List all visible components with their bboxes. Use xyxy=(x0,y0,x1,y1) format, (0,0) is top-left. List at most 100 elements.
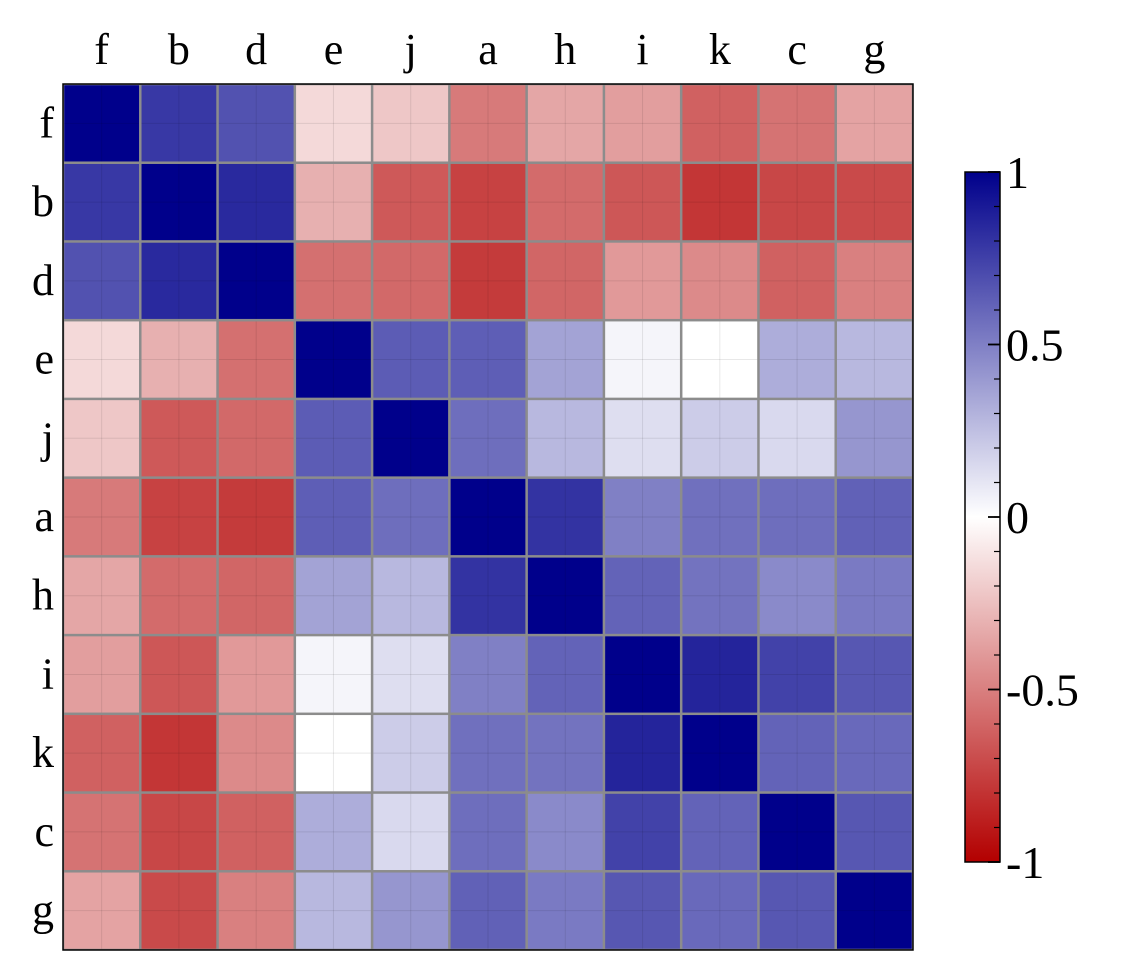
heatmap-cell-j-k xyxy=(682,400,758,477)
heatmap-cell-c-c xyxy=(759,793,835,871)
heatmap-cell-e-j xyxy=(373,321,449,398)
column-label-d: d xyxy=(245,25,267,74)
heatmap-cell-e-k xyxy=(682,321,758,398)
heatmap-cell-b-e xyxy=(296,163,371,241)
heatmap-cell-i-e xyxy=(296,636,371,713)
heatmap-cell-a-b xyxy=(141,478,217,556)
heatmap-cell-i-k xyxy=(682,636,758,713)
heatmap-cell-k-h xyxy=(527,715,603,792)
row-label-i: i xyxy=(42,649,54,698)
heatmap-cell-i-a xyxy=(450,636,526,713)
heatmap-cell-f-a xyxy=(450,85,526,162)
row-label-k: k xyxy=(32,728,54,777)
heatmap-cell-d-h xyxy=(527,242,603,319)
heatmap-cell-g-f xyxy=(64,872,140,949)
colorbar-tick-label: 0 xyxy=(1006,492,1029,543)
column-label-c: c xyxy=(787,25,807,74)
heatmap-cell-g-g xyxy=(836,872,912,949)
heatmap-cell-a-i xyxy=(605,478,680,556)
column-label-h: h xyxy=(554,25,576,74)
colorbar: 1 0.5 0 -0.5 -1 xyxy=(964,147,1079,888)
heatmap-cell-f-g xyxy=(836,85,912,162)
heatmap-cell-e-f xyxy=(64,321,140,398)
heatmap-cell-h-h xyxy=(527,557,603,634)
row-label-a: a xyxy=(34,492,54,541)
heatmap-cell-k-j xyxy=(373,715,449,792)
column-label-i: i xyxy=(636,25,648,74)
heatmap-cell-g-k xyxy=(682,872,758,949)
heatmap-cell-g-j xyxy=(373,872,449,949)
heatmap-cell-h-i xyxy=(605,557,680,634)
heatmap-cell-j-i xyxy=(605,400,680,477)
heatmap-cell-c-g xyxy=(836,793,912,871)
heatmap-cell-k-e xyxy=(296,715,371,792)
colorbar-tick-label: -1 xyxy=(1006,837,1044,888)
colorbar-tick-label: -0.5 xyxy=(1006,665,1079,716)
heatmap-cell-h-j xyxy=(373,557,449,634)
heatmap-cell-h-f xyxy=(64,557,140,634)
heatmap-cell-a-a xyxy=(450,478,526,556)
row-label-c: c xyxy=(34,807,54,856)
column-label-j: j xyxy=(403,25,417,74)
heatmap-cell-b-a xyxy=(450,163,526,241)
heatmap-cell-i-h xyxy=(527,636,603,713)
heatmap-cell-k-a xyxy=(450,715,526,792)
heatmap-cell-b-c xyxy=(759,163,835,241)
heatmap-cell-k-g xyxy=(836,715,912,792)
heatmap-cell-g-h xyxy=(527,872,603,949)
heatmap-matrix xyxy=(62,83,914,951)
heatmap-cell-f-j xyxy=(373,85,449,162)
heatmap-cell-k-b xyxy=(141,715,217,792)
heatmap-cell-c-b xyxy=(141,793,217,871)
heatmap-cell-h-g xyxy=(836,557,912,634)
heatmap-cell-i-b xyxy=(141,636,217,713)
heatmap-cell-b-d xyxy=(218,163,294,241)
heatmap-cell-k-c xyxy=(759,715,835,792)
heatmap-cell-c-a xyxy=(450,793,526,871)
heatmap-cell-k-d xyxy=(218,715,294,792)
heatmap-cell-d-j xyxy=(373,242,449,319)
heatmap-cell-j-h xyxy=(527,400,603,477)
heatmap-cell-d-f xyxy=(64,242,140,319)
heatmap-cell-d-b xyxy=(141,242,217,319)
heatmap-cell-c-i xyxy=(605,793,680,871)
heatmap-cell-h-d xyxy=(218,557,294,634)
heatmap-cell-j-f xyxy=(64,400,140,477)
column-label-e: e xyxy=(324,25,344,74)
heatmap-cell-e-h xyxy=(527,321,603,398)
row-label-j: j xyxy=(40,413,54,462)
column-label-g: g xyxy=(863,25,885,74)
heatmap-cell-c-f xyxy=(64,793,140,871)
heatmap-cell-d-d xyxy=(218,242,294,319)
heatmap-cell-c-j xyxy=(373,793,449,871)
heatmap-cell-a-h xyxy=(527,478,603,556)
heatmap-cell-e-i xyxy=(605,321,680,398)
heatmap-cell-g-a xyxy=(450,872,526,949)
heatmap-cell-b-b xyxy=(141,163,217,241)
heatmap-cell-d-i xyxy=(605,242,680,319)
heatmap-cell-b-k xyxy=(682,163,758,241)
heatmap-cell-e-g xyxy=(836,321,912,398)
heatmap-cell-j-e xyxy=(296,400,371,477)
row-label-d: d xyxy=(32,256,54,305)
heatmap-cell-d-a xyxy=(450,242,526,319)
heatmap-cell-i-j xyxy=(373,636,449,713)
heatmap-cell-k-k xyxy=(682,715,758,792)
heatmap-cell-i-c xyxy=(759,636,835,713)
heatmap-cell-j-d xyxy=(218,400,294,477)
column-label-k: k xyxy=(709,25,731,74)
heatmap-cell-j-a xyxy=(450,400,526,477)
heatmap-cell-a-g xyxy=(836,478,912,556)
heatmap-cell-e-a xyxy=(450,321,526,398)
heatmap-cell-f-h xyxy=(527,85,603,162)
heatmap-cell-e-d xyxy=(218,321,294,398)
heatmap-cell-h-k xyxy=(682,557,758,634)
heatmap-cell-d-e xyxy=(296,242,371,319)
heatmap-cell-h-a xyxy=(450,557,526,634)
colorbar-tick-label: 0.5 xyxy=(1006,320,1064,371)
row-label-h: h xyxy=(32,571,54,620)
heatmap-border xyxy=(62,83,914,951)
